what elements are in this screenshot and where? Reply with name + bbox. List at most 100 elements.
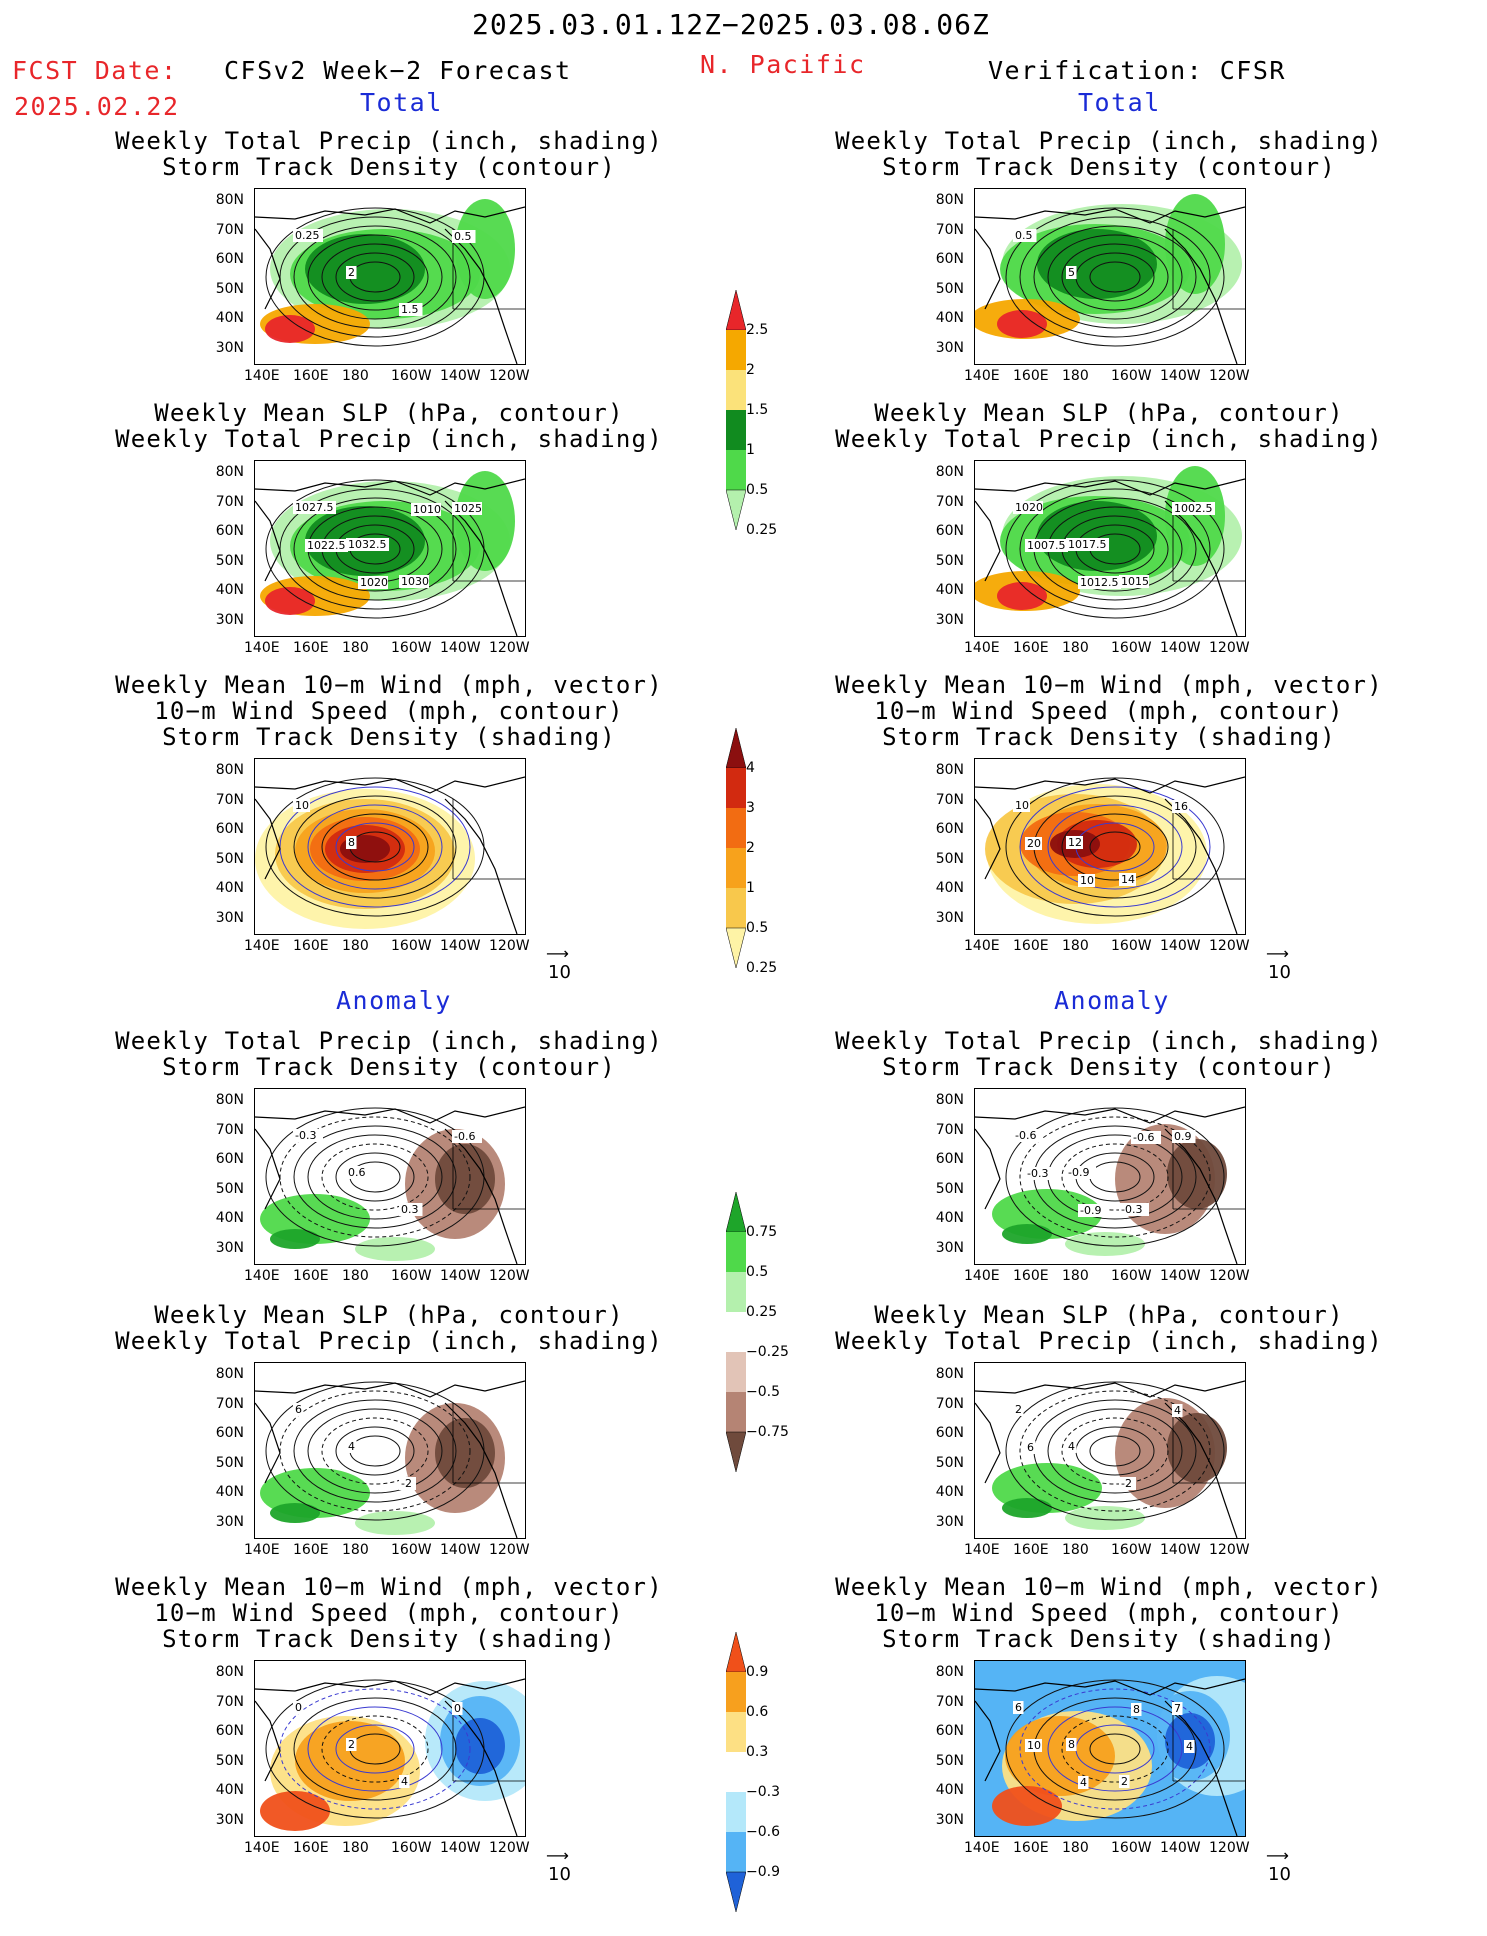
contour-label-bg xyxy=(1172,1404,1183,1417)
contour-label-bg xyxy=(1066,1166,1096,1179)
f-total-slp-title-line: Weekly Total Precip (inch, shading) xyxy=(115,425,663,453)
contour-label-bg xyxy=(1172,1130,1196,1143)
contour-label-bg xyxy=(1131,1131,1161,1144)
contour-label: 4 xyxy=(1068,1440,1075,1453)
colorbar-cap xyxy=(725,1431,747,1473)
contour-label: 0 xyxy=(295,1701,302,1714)
contour-label-bg xyxy=(1013,1129,1043,1142)
coastline xyxy=(975,1106,1245,1264)
f-total-wind-lon-label: 120W xyxy=(489,938,530,954)
v-total-wind-map: 10 12 14 16 20 10 xyxy=(974,758,1246,935)
v-anom-wind-title-line: Weekly Mean 10−m Wind (mph, vector) xyxy=(835,1573,1383,1601)
f-anom-wind-map-svg: 0 2 4 0 xyxy=(255,1678,525,1836)
f-total-wind-lon-label: 160E xyxy=(293,938,329,954)
f-total-precip-map-svg: 0.25 2 1.5 0.5 xyxy=(255,199,525,364)
contour-line xyxy=(1019,216,1211,338)
shading-region xyxy=(1167,1139,1227,1209)
colorbar-segment xyxy=(726,1312,746,1352)
f-total-wind-lat-label: 60N xyxy=(215,821,244,837)
vector-ref-value: 10 xyxy=(1268,1864,1291,1885)
colorbar-label: 0.3 xyxy=(746,1744,769,1760)
v-total-precip-lat-label: 70N xyxy=(935,221,964,238)
f-anom-wind-lat-label: 70N xyxy=(215,1693,244,1710)
contour-label: 0.3 xyxy=(401,1203,419,1216)
contour-line xyxy=(279,488,471,610)
f-anom-slp-lon-label: 140W xyxy=(440,1542,481,1558)
f-total-precip-lon-label: 180 xyxy=(342,368,369,384)
f-anom-wind-lat-label: 30N xyxy=(215,1811,244,1828)
f-anom-wind-lon-label: 180 xyxy=(342,1840,369,1856)
v-anom-wind-map-svg: 6 8 2 7 10 4 8 4 xyxy=(975,1661,1245,1836)
contour-line xyxy=(293,225,457,329)
v-total-wind-lon-label: 180 xyxy=(1062,938,1089,954)
f-anom-slp-lat-label: 60N xyxy=(215,1425,244,1441)
f-anom-slp-lat-label: 50N xyxy=(215,1454,244,1471)
f-anom-wind-lat-label: 80N xyxy=(215,1664,244,1680)
coastline xyxy=(975,206,1245,364)
v-total-wind-lon-label: 160W xyxy=(1111,938,1152,954)
v-anom-slp-lat-label: 60N xyxy=(935,1425,964,1441)
f-total-wind-title-line: Weekly Mean 10−m Wind (mph, vector) xyxy=(115,671,663,699)
v-anom-precip-lat-label: 50N xyxy=(935,1180,964,1197)
colorbar-label: 2 xyxy=(746,840,755,856)
contour-label-bg xyxy=(1119,1775,1130,1788)
v-total-slp-lat-label: 80N xyxy=(935,464,964,480)
v-anom-slp-map: 2 4 -2 4 6 xyxy=(974,1362,1246,1539)
v-anom-precip-map-svg: -0.6 -0.9 -0.3 0.9 -0.3 -0.9 -0.6 xyxy=(975,1106,1245,1264)
f-anom-wind-lon-label: 160E xyxy=(293,1840,329,1856)
contour-line xyxy=(1019,1390,1211,1512)
colorbar-segment xyxy=(726,410,746,450)
contour-label: 8 xyxy=(348,836,355,849)
f-total-precip-title-line: Weekly Total Precip (inch, shading) xyxy=(115,127,663,155)
f-total-wind-lat-label: 70N xyxy=(215,791,244,808)
contour-label: 0.6 xyxy=(348,1166,366,1179)
colorbar-segment xyxy=(726,1832,746,1872)
f-total-precip-lon-label: 140W xyxy=(440,368,481,384)
contour-line xyxy=(321,243,429,311)
v-anom-precip-lat-label: 30N xyxy=(935,1239,964,1256)
f-total-wind-title-line: 10−m Wind Speed (mph, contour) xyxy=(154,697,624,725)
f-total-wind-lat-label: 30N xyxy=(215,909,244,926)
contour-label-bg xyxy=(452,1702,463,1715)
colorbar-label: 0.5 xyxy=(746,920,769,936)
contour-label: 1027.5 xyxy=(295,501,334,514)
contour-line xyxy=(293,1697,457,1801)
contour-line xyxy=(1061,1715,1169,1783)
colorbar-segment xyxy=(726,808,746,848)
contour-line xyxy=(321,1143,429,1211)
contour-label: -0.6 xyxy=(454,1130,475,1143)
f-total-precip-title-line: Storm Track Density (contour) xyxy=(162,153,616,181)
contour-line xyxy=(1089,261,1141,293)
f-anom-slp-lat-label: 80N xyxy=(215,1366,244,1382)
v-total-wind-lat-label: 80N xyxy=(935,762,964,778)
contour-line xyxy=(1019,786,1211,908)
f-anom-precip-lat-label: 60N xyxy=(215,1151,244,1167)
contour-label: 12 xyxy=(1068,836,1082,849)
contour-line xyxy=(335,1152,415,1202)
v-anom-wind-lat-label: 30N xyxy=(935,1811,964,1828)
contour-line xyxy=(1047,1706,1183,1792)
colorbar-label: 1 xyxy=(746,442,755,458)
contour-line xyxy=(307,804,443,890)
f-total-precip-lat-label: 80N xyxy=(215,192,244,208)
contour-label: -0.3 xyxy=(1121,1203,1142,1216)
v-total-precip-title-line: Storm Track Density (contour) xyxy=(882,153,1336,181)
f-total-slp-map: 1027.5 1032.5 1030 1025 1022.5 1020 1010 xyxy=(254,460,526,637)
colorbar-label: 0.25 xyxy=(746,960,778,976)
colorbar-segment xyxy=(726,1392,746,1432)
shading-region xyxy=(992,1786,1062,1826)
v-anom-precip-lat-label: 80N xyxy=(935,1092,964,1108)
contour-label: 10 xyxy=(1015,799,1029,812)
shading-region xyxy=(1002,1498,1052,1518)
colorbar-segment xyxy=(726,1672,746,1712)
v-total-slp-title-line: Weekly Mean SLP (hPa, contour) xyxy=(874,399,1344,427)
f-total-wind-lat-label: 50N xyxy=(215,850,244,867)
contour-label: 1020 xyxy=(1015,501,1043,514)
contour-line xyxy=(293,795,457,899)
v-total-slp-title-line: Weekly Total Precip (inch, shading) xyxy=(835,425,1383,453)
f-anom-wind-lon-label: 160W xyxy=(391,1840,432,1856)
contour-label: -0.9 xyxy=(1080,1204,1101,1217)
contour-line xyxy=(1089,1435,1141,1467)
f-total-slp-lon-label: 140E xyxy=(244,640,280,656)
contour-label: 1015 xyxy=(1121,575,1149,588)
